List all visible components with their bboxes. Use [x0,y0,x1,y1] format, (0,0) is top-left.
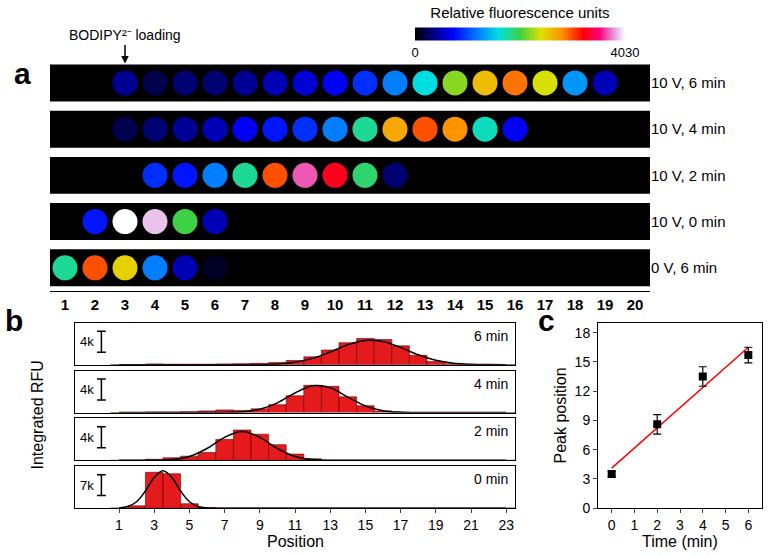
svg-text:7k: 7k [80,478,94,493]
svg-text:5: 5 [186,517,194,533]
svg-text:6 min: 6 min [474,328,508,344]
svg-text:7: 7 [241,296,249,313]
svg-text:8: 8 [271,296,279,313]
svg-text:9: 9 [256,517,264,533]
svg-text:4k: 4k [80,334,94,349]
svg-text:23: 23 [498,517,514,533]
svg-text:Position: Position [267,533,324,550]
svg-text:0: 0 [608,517,616,533]
svg-text:4k: 4k [80,382,94,397]
svg-text:9: 9 [301,296,309,313]
svg-text:15: 15 [575,354,591,370]
svg-text:1: 1 [61,296,69,313]
svg-text:c: c [538,304,555,337]
svg-text:19: 19 [428,517,444,533]
svg-text:16: 16 [507,296,524,313]
svg-text:Relative fluorescence units: Relative fluorescence units [430,4,609,21]
svg-text:Integrated RFU: Integrated RFU [29,360,46,469]
svg-text:a: a [14,57,31,90]
svg-text:10 V, 4 min: 10 V, 4 min [651,120,726,137]
svg-text:3: 3 [582,471,590,487]
svg-text:9: 9 [582,412,590,428]
svg-text:0: 0 [411,45,418,60]
svg-text:19: 19 [597,296,614,313]
svg-text:4: 4 [699,517,707,533]
svg-text:BODIPY²⁻ loading: BODIPY²⁻ loading [69,27,181,43]
svg-text:2 min: 2 min [474,423,508,439]
svg-text:4: 4 [151,296,160,313]
svg-text:4 min: 4 min [474,376,508,392]
svg-text:20: 20 [627,296,644,313]
svg-text:11: 11 [357,296,373,313]
svg-text:10 V, 0 min: 10 V, 0 min [651,213,726,230]
svg-text:11: 11 [288,517,303,533]
svg-text:3: 3 [676,517,684,533]
svg-text:Time (min): Time (min) [642,533,718,550]
svg-text:18: 18 [567,296,584,313]
svg-text:0 min: 0 min [474,471,508,487]
svg-text:b: b [5,304,23,337]
svg-text:10 V, 2 min: 10 V, 2 min [651,167,726,184]
svg-text:21: 21 [463,517,479,533]
svg-text:1: 1 [631,517,639,533]
svg-text:18: 18 [575,324,591,340]
svg-text:7: 7 [221,517,229,533]
svg-text:5: 5 [722,517,730,533]
svg-text:6: 6 [211,296,219,313]
svg-text:17: 17 [393,517,409,533]
svg-text:15: 15 [477,296,494,313]
svg-text:0: 0 [582,500,590,516]
svg-text:12: 12 [387,296,404,313]
svg-text:13: 13 [322,517,338,533]
svg-text:17: 17 [537,296,554,313]
svg-text:Peak position: Peak position [552,367,569,463]
svg-text:3: 3 [121,296,129,313]
svg-text:6: 6 [744,517,752,533]
svg-text:15: 15 [358,517,374,533]
svg-text:5: 5 [181,296,189,313]
svg-text:2: 2 [653,517,661,533]
svg-text:0 V, 6 min: 0 V, 6 min [651,259,717,276]
svg-text:3: 3 [150,517,158,533]
svg-text:4030: 4030 [611,45,640,60]
svg-text:10 V, 6 min: 10 V, 6 min [651,74,726,91]
svg-text:4k: 4k [80,430,94,445]
svg-text:10: 10 [327,296,344,313]
svg-text:12: 12 [575,383,591,399]
svg-text:14: 14 [447,296,464,313]
svg-text:2: 2 [91,296,99,313]
svg-text:6: 6 [582,442,590,458]
svg-text:1: 1 [115,517,123,533]
svg-text:13: 13 [417,296,434,313]
